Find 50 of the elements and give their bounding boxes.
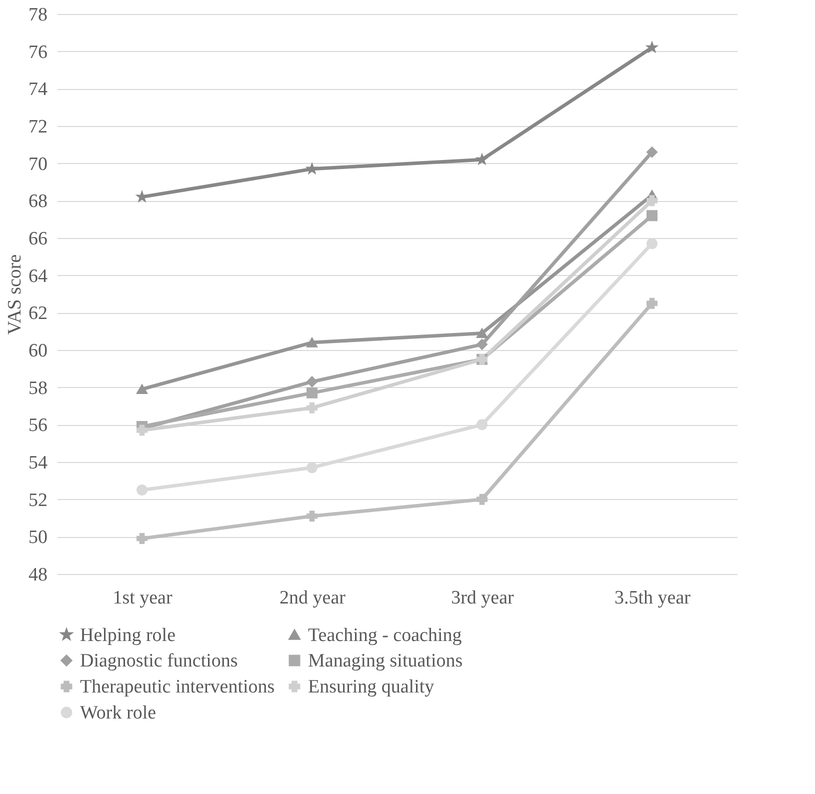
x-tick-label: 2nd year xyxy=(280,588,346,608)
legend-label: Teaching - coaching xyxy=(308,624,462,646)
y-tick-label: 56 xyxy=(28,415,48,436)
point xyxy=(136,191,148,202)
y-tick-label: 58 xyxy=(28,378,48,399)
point xyxy=(476,419,488,430)
legend-label: Work role xyxy=(80,702,156,724)
point xyxy=(646,146,658,158)
point xyxy=(646,238,658,250)
legend-label: Ensuring quality xyxy=(308,676,435,698)
legend-label: Helping role xyxy=(80,624,176,646)
point xyxy=(306,376,318,388)
point xyxy=(136,384,148,394)
y-tick-label: 64 xyxy=(28,266,48,287)
y-tick-label: 52 xyxy=(28,490,48,511)
y-tick-label: 66 xyxy=(28,228,48,250)
point xyxy=(306,338,318,348)
y-tick-label: 50 xyxy=(28,527,48,548)
point xyxy=(306,402,318,414)
point xyxy=(136,533,148,544)
point xyxy=(646,195,658,206)
point xyxy=(306,510,318,522)
point xyxy=(646,210,658,222)
y-tick-label: 76 xyxy=(28,42,48,63)
point xyxy=(306,462,318,474)
legend-label: Managing situations xyxy=(308,650,463,672)
y-tick-label: 78 xyxy=(28,4,48,26)
point xyxy=(306,387,318,398)
point xyxy=(646,298,658,309)
y-tick-label: 62 xyxy=(28,303,48,324)
point xyxy=(476,328,488,338)
point xyxy=(136,484,148,496)
y-tick-label: 68 xyxy=(28,191,48,212)
legend-label: Therapeutic interventions xyxy=(80,676,275,698)
x-tick-label: 3.5th year xyxy=(614,588,692,608)
point xyxy=(476,338,488,350)
y-tick-label: 54 xyxy=(28,452,48,474)
point xyxy=(306,163,318,174)
point xyxy=(476,154,488,164)
y-tick-label: 48 xyxy=(28,564,48,586)
x-tick-label: 1st year xyxy=(112,588,173,608)
point xyxy=(476,494,488,505)
y-tick-label: 72 xyxy=(28,116,48,138)
legend-label: Diagnostic functions xyxy=(80,650,238,672)
y-axis-title: VAS score xyxy=(4,254,26,335)
y-tick-label: 74 xyxy=(28,79,48,100)
point xyxy=(646,42,658,52)
x-tick-label: 3rd year xyxy=(451,588,515,608)
y-tick-label: 70 xyxy=(28,154,48,175)
y-tick-label: 60 xyxy=(28,340,48,362)
